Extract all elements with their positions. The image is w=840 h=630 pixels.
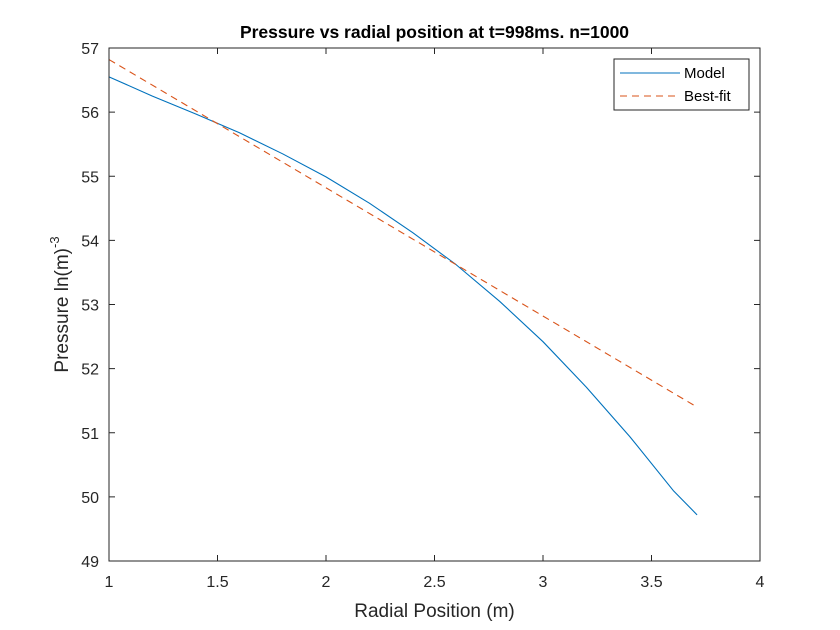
chart-title: Pressure vs radial position at t=998ms. … [240,22,629,42]
y-tick-label: 51 [81,426,99,443]
y-tick-label: 49 [81,554,99,571]
y-axis-label-main: Pressure ln(m) [52,248,73,373]
legend-label-best-fit: Best-fit [684,88,732,105]
x-tick-label: 1.5 [206,574,228,591]
x-tick-label: 3.5 [640,574,662,591]
y-tick-label: 55 [81,169,99,186]
x-tick-label: 2 [322,574,331,591]
y-tick-label: 56 [81,105,99,122]
legend-box [613,58,750,111]
x-tick-label: 2.5 [423,574,445,591]
series-line-model[interactable] [108,76,698,516]
y-tick-label: 54 [81,233,99,250]
x-axis-label: Radial Position (m) [354,601,515,622]
legend[interactable]: Model Best-fit [613,58,750,111]
y-axis-label-superscript: -3 [47,236,62,248]
y-tick-label: 50 [81,490,99,507]
y-tick-label: 53 [81,298,99,315]
axes-box [108,47,761,562]
plot-area [109,48,760,561]
x-tick-label: 1 [105,574,114,591]
series-line-best-fit[interactable] [108,59,698,408]
series-layer [108,59,698,516]
x-tick-label: 3 [539,574,548,591]
y-axis-label: Pressure ln(m)-3 [47,236,73,372]
y-tick-label: 57 [81,41,99,58]
ticks-layer: 1 1.5 2 2.5 3 3.5 4 49 50 51 52 53 54 55 56 57 [81,41,764,591]
y-tick-label: 52 [81,362,99,379]
legend-label-model: Model [684,65,725,82]
x-tick-label: 4 [756,574,765,591]
